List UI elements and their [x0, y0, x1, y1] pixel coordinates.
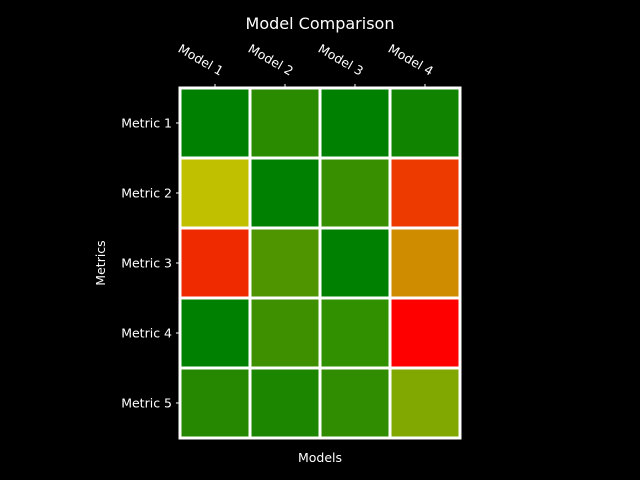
heatmap-cell	[248, 86, 322, 160]
y-tick-label: Metric 3	[121, 256, 172, 271]
x-axis-label: Models	[298, 450, 342, 465]
heatmap-cell	[248, 296, 322, 370]
heatmap-cell	[248, 156, 322, 230]
x-tick-label: Model 2	[246, 41, 296, 79]
heatmap-cell	[388, 296, 462, 370]
heatmap-cell	[388, 86, 462, 160]
x-axis-ticks: Model 1 Model 2 Model 3 Model 4	[176, 41, 436, 88]
heatmap-cell	[248, 226, 322, 300]
heatmap-cell	[318, 226, 392, 300]
heatmap-cell	[318, 366, 392, 440]
heatmap-cell	[388, 366, 462, 440]
x-tick-label: Model 4	[386, 41, 436, 79]
x-tick-label: Model 1	[176, 41, 226, 79]
heatmap-cell	[388, 156, 462, 230]
heatmap-cell	[318, 86, 392, 160]
y-tick-label: Metric 5	[121, 396, 172, 411]
heatmap-cell	[388, 226, 462, 300]
heatmap-cell	[318, 296, 392, 370]
heatmap-cell	[178, 296, 252, 370]
y-tick-label: Metric 1	[121, 116, 172, 131]
y-tick-label: Metric 2	[121, 186, 172, 201]
chart-title: Model Comparison	[246, 14, 395, 33]
y-axis-ticks: Metric 1 Metric 2 Metric 3 Metric 4 Metric 5	[121, 116, 180, 411]
heatmap-cell	[178, 226, 252, 300]
x-tick-label: Model 3	[316, 41, 366, 79]
y-axis-label: Metrics	[93, 240, 108, 285]
heatmap-cells	[178, 86, 462, 440]
heatmap-cell	[318, 156, 392, 230]
heatmap-cell	[248, 366, 322, 440]
heatmap-cell	[178, 156, 252, 230]
heatmap-cell	[178, 86, 252, 160]
y-tick-label: Metric 4	[121, 326, 172, 341]
heatmap-cell	[178, 366, 252, 440]
